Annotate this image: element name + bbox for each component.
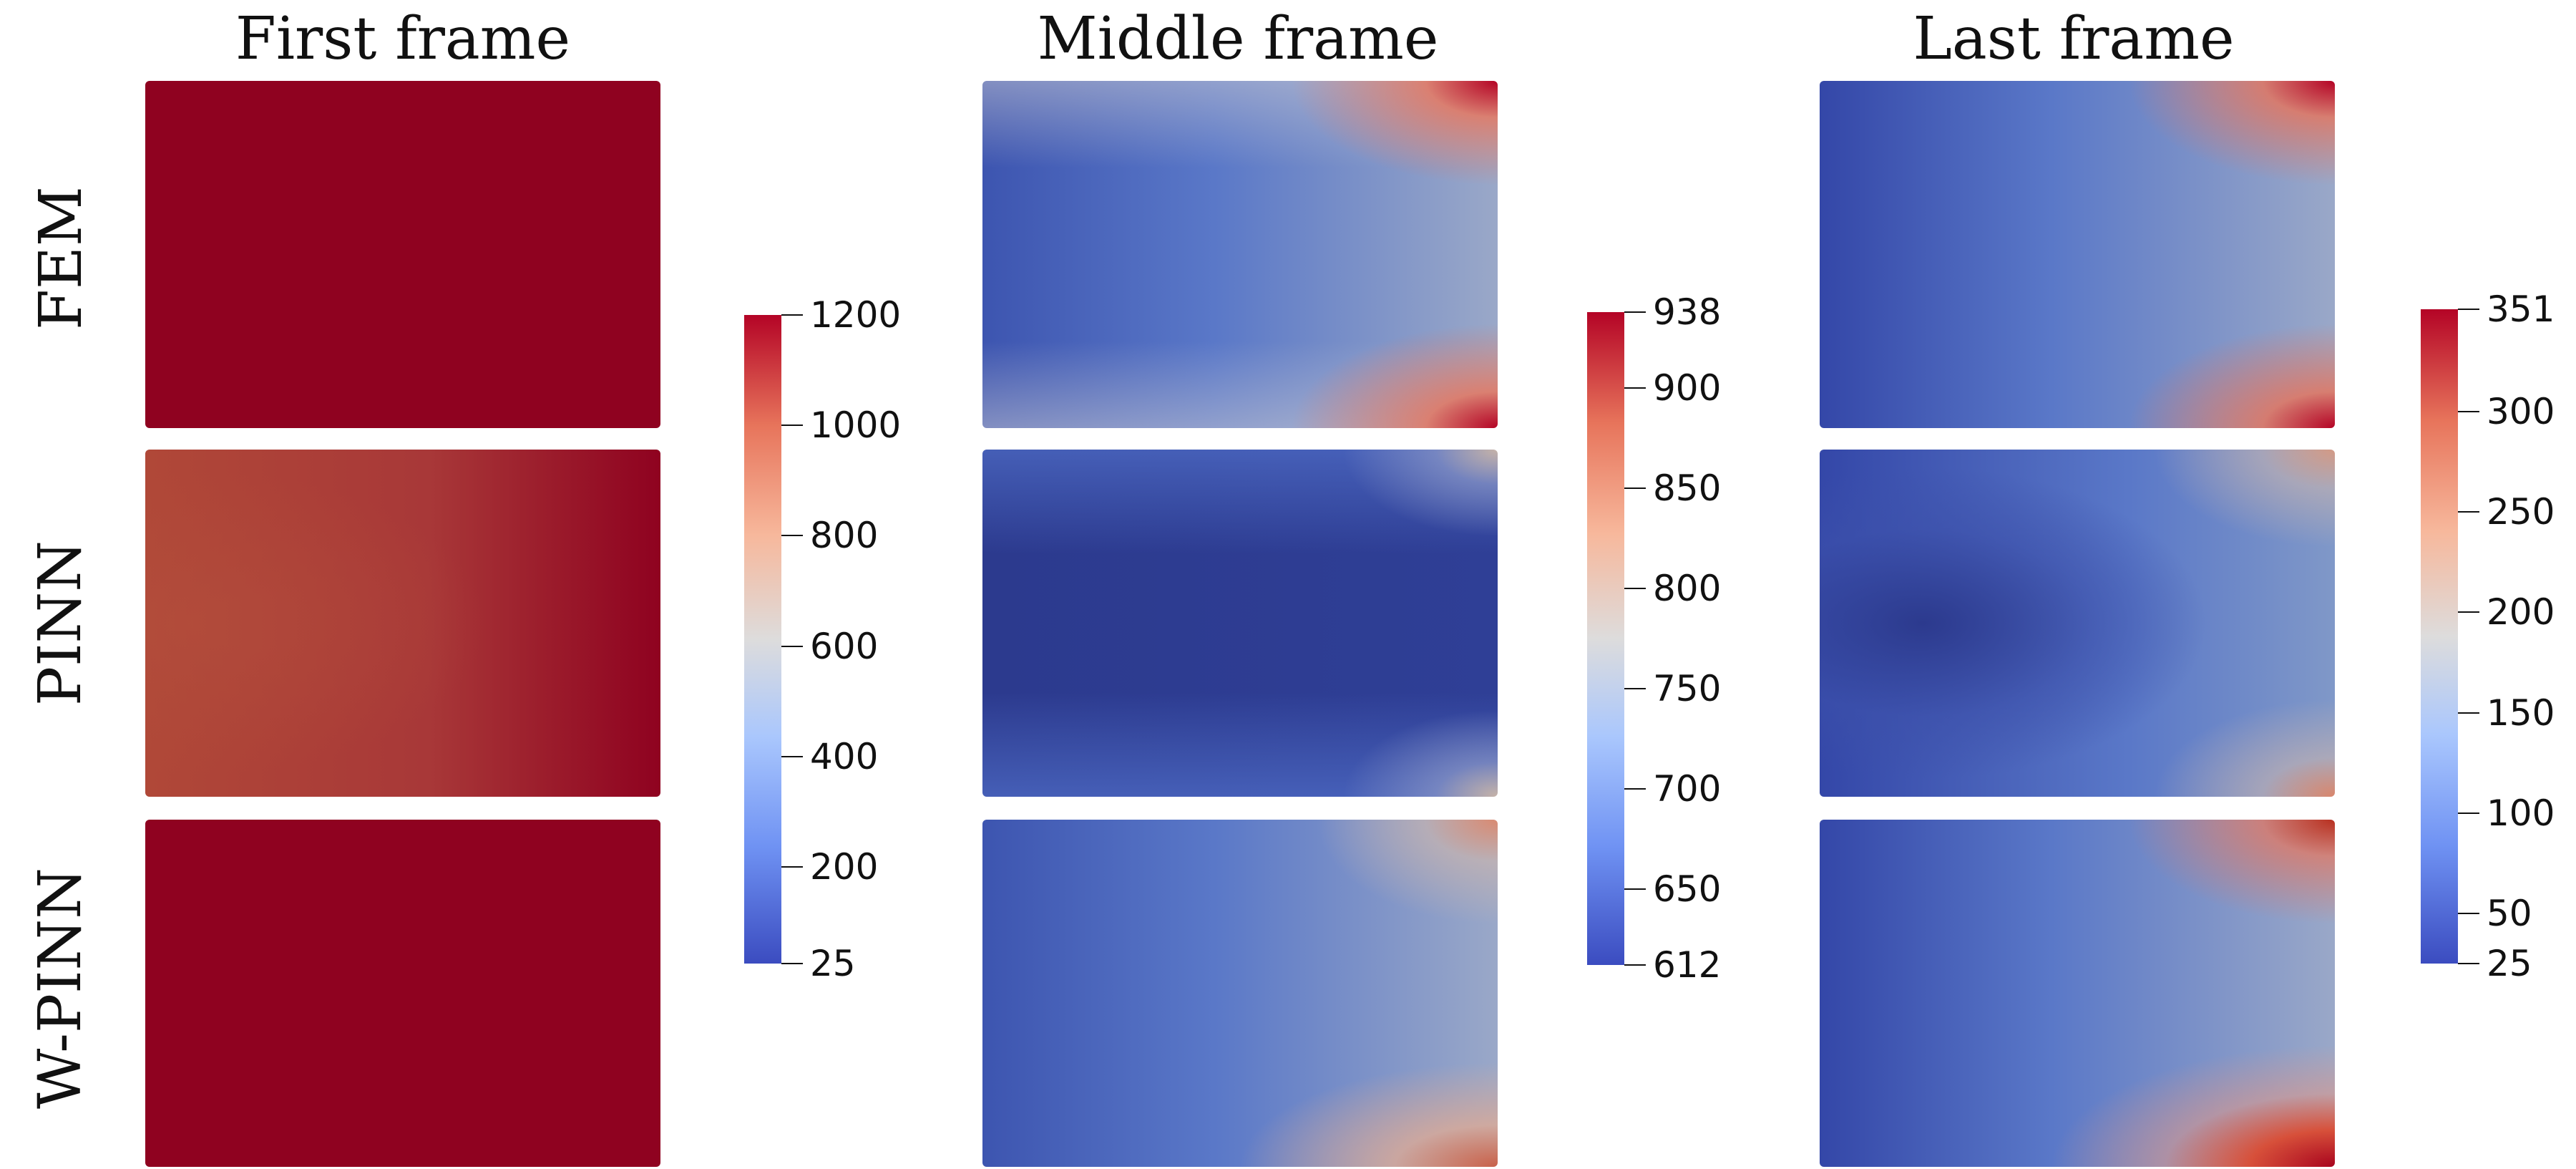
colorbar-gradient	[2421, 309, 2458, 964]
colorbar-tick	[2458, 511, 2479, 513]
field-plot-w-pinn-middle	[982, 820, 1498, 1167]
row-title-fem: FEM	[7, 86, 114, 430]
row-label-pinn: PINN	[26, 540, 95, 706]
colorbar-tick-label: 800	[1653, 568, 1722, 610]
colorbar-tick-label: 400	[810, 735, 879, 777]
field-plot-pinn-last	[1820, 450, 2335, 797]
colorbar-tick	[2458, 611, 2479, 613]
colorbar-tick-label: 700	[1653, 767, 1722, 810]
row-label-w-pinn: W-PINN	[26, 867, 95, 1109]
colorbar-tick-label: 938	[1653, 291, 1722, 333]
field-plot-pinn-first	[145, 450, 660, 797]
field-plot-pinn-middle	[982, 450, 1498, 797]
colorbar-tick-label: 1200	[810, 294, 902, 336]
colorbar-tick-label: 850	[1653, 467, 1722, 510]
colorbar-tick	[1624, 687, 1646, 689]
colorbar-tick-label: 25	[2487, 943, 2532, 984]
colorbar-tick-label: 612	[1653, 944, 1722, 986]
colorbar-tick-label: 300	[2487, 390, 2555, 432]
colorbar-tick-label: 200	[2487, 591, 2555, 634]
colorbar-last-frame: 351 300 250 200 150 100 50 25	[2421, 288, 2555, 984]
colorbar-tick	[2458, 410, 2479, 412]
colorbar-tick	[1624, 588, 1646, 590]
colorbar-tick	[781, 535, 803, 537]
colorbar-gradient	[744, 315, 781, 964]
colorbar-tick	[2458, 963, 2479, 964]
colorbar-tick	[2458, 912, 2479, 914]
colorbar-tick-label: 650	[1653, 868, 1722, 910]
field-plot-w-pinn-last	[1820, 820, 2335, 1167]
colorbar-tick	[2458, 812, 2479, 814]
colorbar-tick	[781, 314, 803, 316]
colorbar-tick-label: 600	[810, 625, 879, 667]
colorbar-tick-label: 750	[1653, 667, 1722, 709]
colorbar-tick-label: 900	[1653, 367, 1722, 409]
colorbar-tick	[781, 425, 803, 427]
colorbar-tick	[1624, 964, 1646, 966]
column-title-middle-frame: Middle frame	[1037, 5, 1439, 73]
row-title-pinn: PINN	[7, 451, 114, 795]
field-plot-fem-first	[145, 81, 660, 428]
colorbar-tick	[1624, 488, 1646, 490]
row-title-w-pinn: W-PINN	[7, 816, 114, 1160]
colorbar-tick	[1624, 787, 1646, 790]
colorbar-tick-label: 100	[2487, 792, 2555, 834]
colorbar-tick-label: 50	[2487, 892, 2532, 934]
field-plot-fem-last	[1820, 81, 2335, 428]
colorbar-tick	[781, 645, 803, 647]
colorbar-tick	[2458, 712, 2479, 714]
colorbar-tick	[781, 866, 803, 868]
colorbar-gradient	[1587, 312, 1624, 965]
column-title-last-frame: Last frame	[1913, 5, 2235, 73]
colorbar-tick-label: 25	[810, 943, 856, 984]
row-label-fem: FEM	[26, 185, 95, 330]
colorbar-first-frame: 1200 1000 800 600 400 200 25	[744, 294, 901, 984]
colorbar-tick	[781, 963, 803, 964]
colorbar-middle-frame: 938 900 850 800 750 700 650 612	[1587, 291, 1721, 986]
colorbar-tick-label: 1000	[810, 404, 902, 447]
colorbar-tick-label: 800	[810, 515, 879, 557]
colorbar-tick	[781, 755, 803, 757]
colorbar-tick-label: 150	[2487, 692, 2555, 734]
field-plot-w-pinn-first	[145, 820, 660, 1167]
colorbar-tick-label: 200	[810, 846, 879, 888]
colorbar-tick-label: 250	[2487, 491, 2555, 533]
field-plot-fem-middle	[982, 81, 1498, 428]
colorbar-tick	[1624, 387, 1646, 389]
colorbar-tick-label: 351	[2487, 288, 2555, 330]
column-title-first-frame: First frame	[235, 5, 571, 73]
colorbar-tick	[1624, 888, 1646, 890]
colorbar-tick	[2458, 309, 2479, 310]
colorbar-tick	[1624, 311, 1646, 313]
